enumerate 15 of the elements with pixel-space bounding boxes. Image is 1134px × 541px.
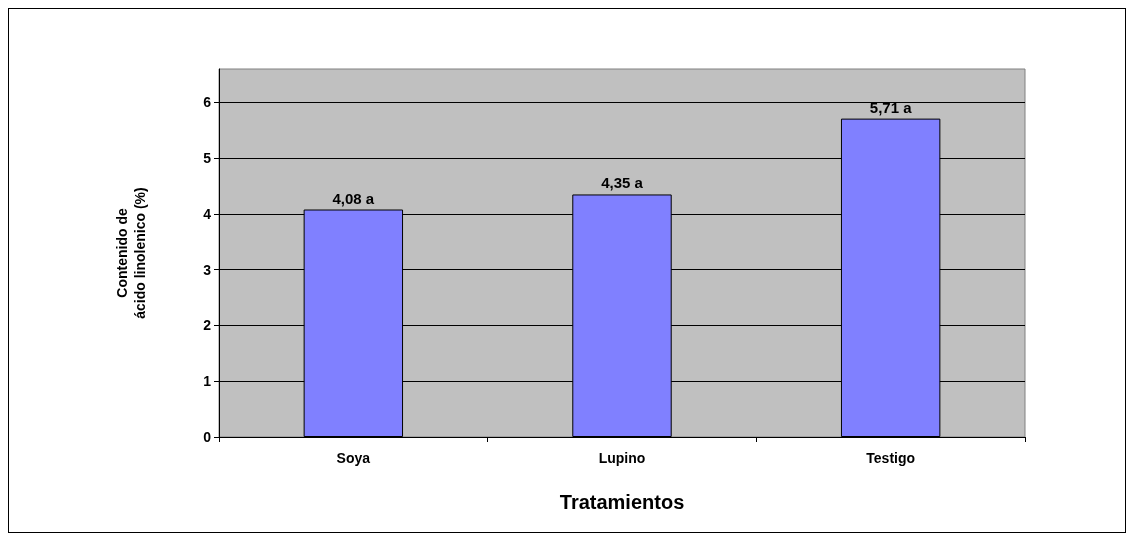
y-tick-label: 3: [203, 261, 212, 278]
x-axis-title: Tratamientos: [559, 491, 685, 513]
x-tick-label: Testigo: [866, 450, 916, 466]
data-label: 4,08 a: [332, 189, 375, 207]
y-tick-label: 2: [203, 317, 212, 334]
data-label: 4,35 a: [601, 174, 644, 192]
y-tick-label: 5: [203, 150, 212, 167]
x-tick-label: Soya: [336, 450, 371, 466]
y-axis-title: Contenido de ácido linolenico (%): [114, 187, 148, 319]
y-tick-label: 0: [203, 429, 212, 445]
y-tick-label: 4: [203, 205, 212, 222]
x-tick-label: Lupino: [598, 450, 646, 466]
y-tick-label: 6: [203, 94, 212, 111]
data-label: 5,71 a: [869, 98, 913, 116]
y-tick-label: 1: [203, 373, 212, 390]
